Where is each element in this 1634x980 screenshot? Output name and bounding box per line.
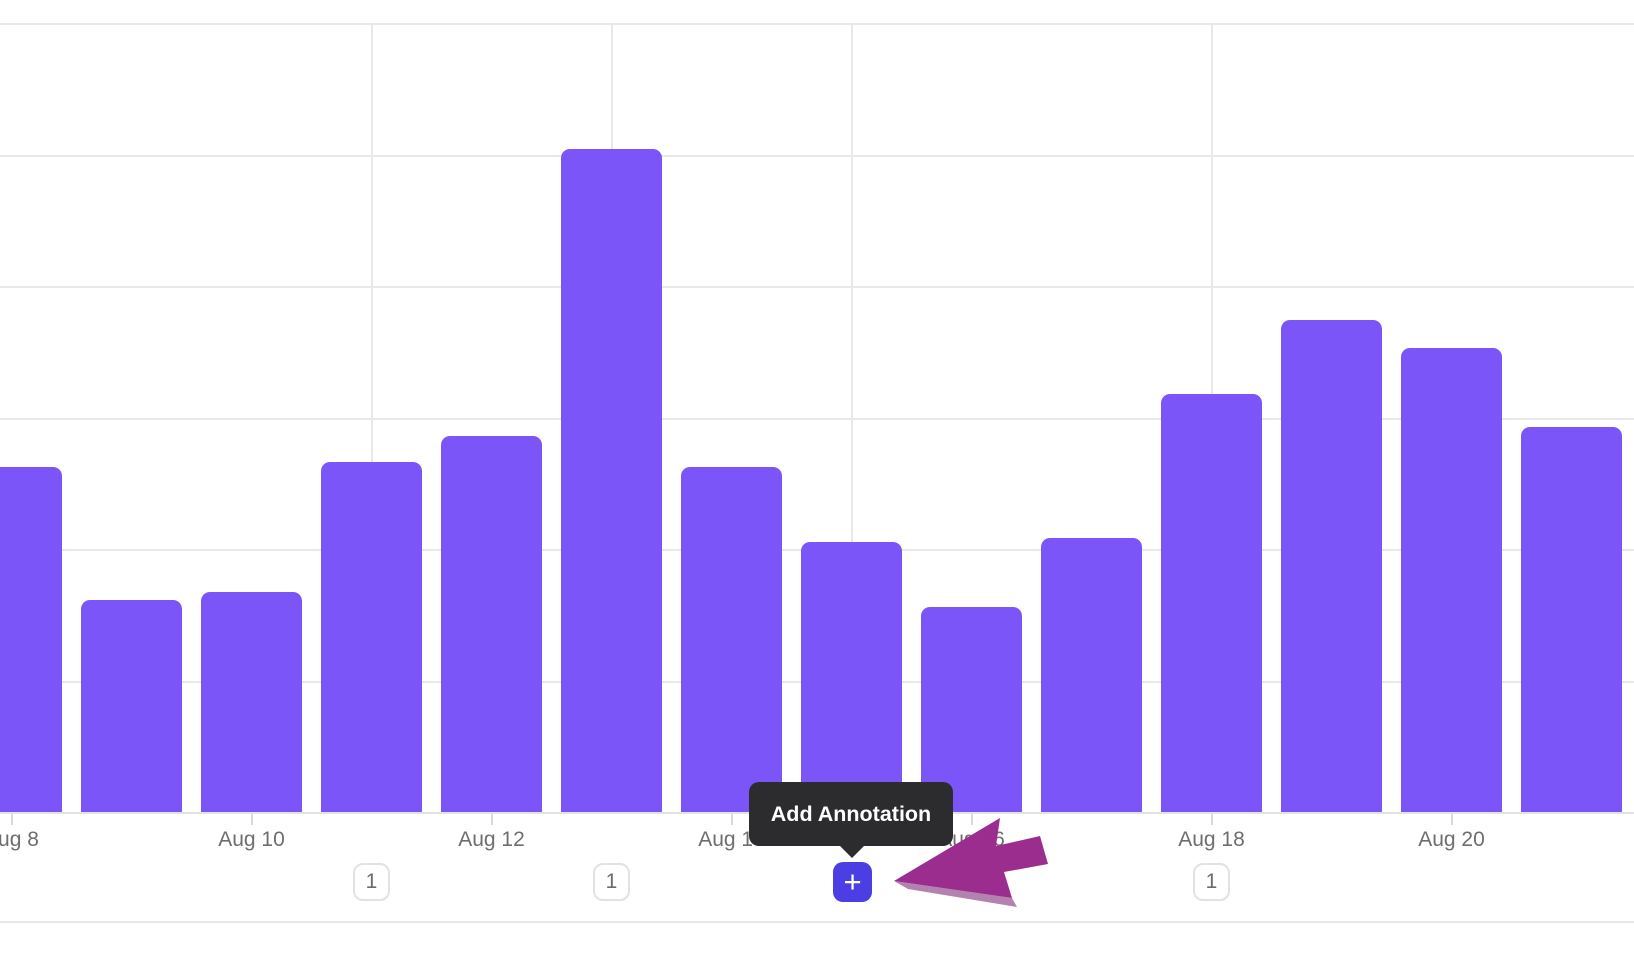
- bar-aug-15[interactable]: [801, 542, 902, 812]
- x-axis-tick: [490, 814, 493, 825]
- bar-aug-10[interactable]: [201, 592, 302, 812]
- bar-aug-12[interactable]: [441, 435, 542, 812]
- annotation-count-badge[interactable]: 1: [353, 863, 390, 901]
- x-tick-label: Aug 8: [0, 828, 39, 851]
- y-gridline: [0, 154, 1634, 157]
- bar-aug-11[interactable]: [321, 462, 422, 812]
- x-axis-tick: [970, 814, 973, 825]
- add-annotation-tooltip: Add Annotation: [749, 782, 953, 846]
- section-divider: [0, 921, 1634, 923]
- y-gridline: [0, 286, 1634, 288]
- x-tick-label: Aug 20: [1418, 828, 1485, 851]
- x-axis-tick: [1210, 814, 1213, 825]
- x-axis-tick: [1450, 814, 1453, 825]
- add-annotation-button[interactable]: +: [833, 862, 872, 902]
- bar-aug-20[interactable]: [1401, 347, 1502, 812]
- x-axis-tick: [730, 814, 733, 825]
- x-axis-tick: [250, 814, 253, 825]
- bar-aug-21[interactable]: [1521, 426, 1622, 812]
- y-gridline: [0, 417, 1634, 420]
- annotation-count-badge[interactable]: 1: [593, 863, 630, 901]
- x-tick-label: Aug 10: [218, 828, 285, 851]
- plus-icon: +: [843, 864, 862, 899]
- annotation-date-line: [850, 23, 853, 812]
- x-tick-label: Aug 18: [1178, 828, 1245, 851]
- x-axis-tick: [10, 814, 13, 825]
- x-tick-label: Aug 14: [698, 828, 765, 851]
- bar-aug-14[interactable]: [681, 467, 782, 812]
- y-gridline: [0, 23, 1634, 25]
- bar-aug-16[interactable]: [921, 606, 1022, 812]
- bar-aug-17[interactable]: [1041, 538, 1142, 812]
- tooltip-label: Add Annotation: [770, 801, 932, 826]
- bar-aug-19[interactable]: [1281, 320, 1382, 812]
- tooltip-pointer: [838, 844, 866, 858]
- annotation-date-line: [370, 23, 373, 812]
- x-tick-label: Aug 12: [458, 828, 525, 851]
- bar-aug-13[interactable]: [561, 149, 662, 812]
- annotation-count-badge[interactable]: 1: [1193, 863, 1230, 901]
- bar-aug-8[interactable]: [0, 467, 62, 812]
- bar-aug-9[interactable]: [81, 600, 182, 812]
- bar-aug-18[interactable]: [1161, 393, 1262, 812]
